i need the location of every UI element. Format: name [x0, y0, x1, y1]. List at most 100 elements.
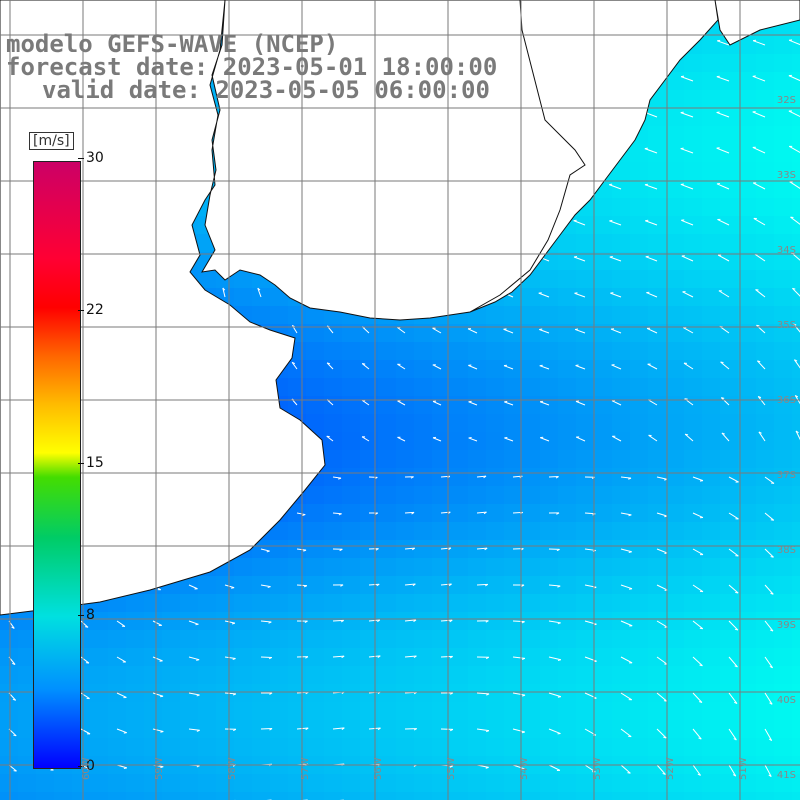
wind-speed-cell: [450, 360, 468, 378]
wind-speed-cell: [270, 684, 288, 702]
wind-speed-cell: [342, 738, 360, 756]
wind-speed-cell: [666, 360, 684, 378]
wind-speed-cell: [612, 450, 630, 468]
wind-arrow-head: [411, 547, 415, 551]
wind-speed-cell: [288, 666, 306, 684]
wind-speed-cell: [720, 342, 738, 360]
wind-speed-cell: [792, 648, 800, 666]
wind-speed-cell: [522, 540, 540, 558]
wind-arrow: [721, 432, 730, 442]
wind-speed-cell: [738, 72, 756, 90]
wind-arrow: [397, 363, 406, 370]
wind-speed-cell: [270, 576, 288, 594]
wind-speed-cell: [216, 594, 234, 612]
wind-speed-cell: [234, 720, 252, 738]
wind-speed-cell: [486, 774, 504, 792]
wind-speed-cell: [666, 270, 684, 288]
wind-speed-cell: [306, 324, 324, 342]
wind-speed-cell: [468, 378, 486, 396]
wind-arrow-head: [449, 619, 453, 623]
wind-arrow: [717, 219, 730, 226]
wind-speed-cell: [162, 738, 180, 756]
wind-speed-cell: [738, 360, 756, 378]
wind-speed-cell: [270, 792, 288, 800]
wind-speed-cell: [792, 540, 800, 558]
wind-speed-cell: [414, 522, 432, 540]
wind-arrow-head: [483, 511, 487, 515]
wind-arrow: [116, 728, 127, 734]
wind-speed-cell: [198, 576, 216, 594]
wind-arrow: [610, 328, 622, 334]
wind-arrow-head: [12, 698, 16, 701]
wind-speed-cell: [216, 630, 234, 648]
wind-arrow: [404, 655, 417, 658]
wind-arrow: [584, 620, 597, 625]
wind-speed-cell: [288, 702, 306, 720]
wind-speed-cell: [756, 342, 774, 360]
wind-speed-cell: [648, 198, 666, 216]
wind-speed-cell: [684, 126, 702, 144]
wind-speed-cell: [486, 702, 504, 720]
wind-speed-cell: [198, 648, 216, 666]
wind-speed-cell: [738, 270, 756, 288]
wind-speed-cell: [450, 684, 468, 702]
wind-arrow-head: [662, 772, 666, 775]
wind-speed-cell: [702, 540, 720, 558]
wind-speed-cell: [594, 576, 612, 594]
wind-arrow-head: [485, 730, 490, 733]
wind-speed-cell: [468, 702, 486, 720]
wind-arrow: [440, 547, 451, 550]
wind-arrow: [188, 728, 200, 731]
wind-arrow: [326, 435, 334, 442]
wind-speed-cell: [342, 468, 360, 486]
wind-arrow: [260, 548, 270, 552]
wind-arrow: [717, 254, 730, 262]
wind-speed-cell: [756, 414, 774, 432]
wind-arrow: [440, 619, 453, 622]
wind-arrow: [332, 476, 342, 479]
wind-arrow-head: [557, 585, 561, 588]
wind-speed-cell: [144, 792, 162, 800]
title-forecast-date: forecast date: 2023-05-01 18:00:00: [6, 53, 498, 81]
wind-arrow: [396, 326, 406, 334]
wind-speed-cell: [774, 648, 792, 666]
wind-speed-cell: [702, 306, 720, 324]
wind-arrow-head: [449, 765, 453, 768]
wind-speed-cell: [576, 522, 594, 540]
wind-arrow-head: [233, 728, 237, 732]
wind-speed-cell: [378, 414, 396, 432]
wind-speed-cell: [558, 666, 576, 684]
wind-speed-cell: [270, 306, 288, 324]
wind-speed-cell: [306, 522, 324, 540]
wind-speed-cell: [648, 486, 666, 504]
wind-speed-cell: [324, 522, 342, 540]
colorbar-tick-0: 0: [78, 758, 95, 774]
wind-speed-cell: [450, 666, 468, 684]
wind-speed-cell: [342, 612, 360, 630]
wind-speed-cell: [630, 720, 648, 738]
wind-arrow-head: [734, 665, 738, 668]
wind-arrow-head: [362, 363, 366, 365]
wind-arrow: [548, 584, 561, 587]
wind-arrow: [764, 692, 773, 705]
wind-speed-cell: [540, 522, 558, 540]
wind-speed-cell: [558, 648, 576, 666]
wind-speed-cell: [720, 126, 738, 144]
wind-speed-cell: [792, 216, 800, 234]
wind-arrow-head: [699, 627, 703, 630]
wind-speed-cell: [360, 702, 378, 720]
wind-speed-cell: [702, 72, 720, 90]
wind-arrow: [611, 400, 622, 406]
wind-arrow-head: [160, 766, 164, 769]
wind-speed-cell: [288, 558, 306, 576]
wind-speed-cell: [666, 594, 684, 612]
wind-speed-cell: [702, 576, 720, 594]
wind-arrow: [440, 655, 453, 658]
wind-speed-cell: [630, 288, 648, 306]
wind-arrow: [728, 656, 738, 668]
wind-speed-cell: [126, 666, 144, 684]
wind-speed-cell: [792, 576, 800, 594]
wind-speed-cell: [576, 594, 594, 612]
wind-speed-cell: [306, 540, 324, 558]
wind-arrow: [538, 292, 550, 298]
